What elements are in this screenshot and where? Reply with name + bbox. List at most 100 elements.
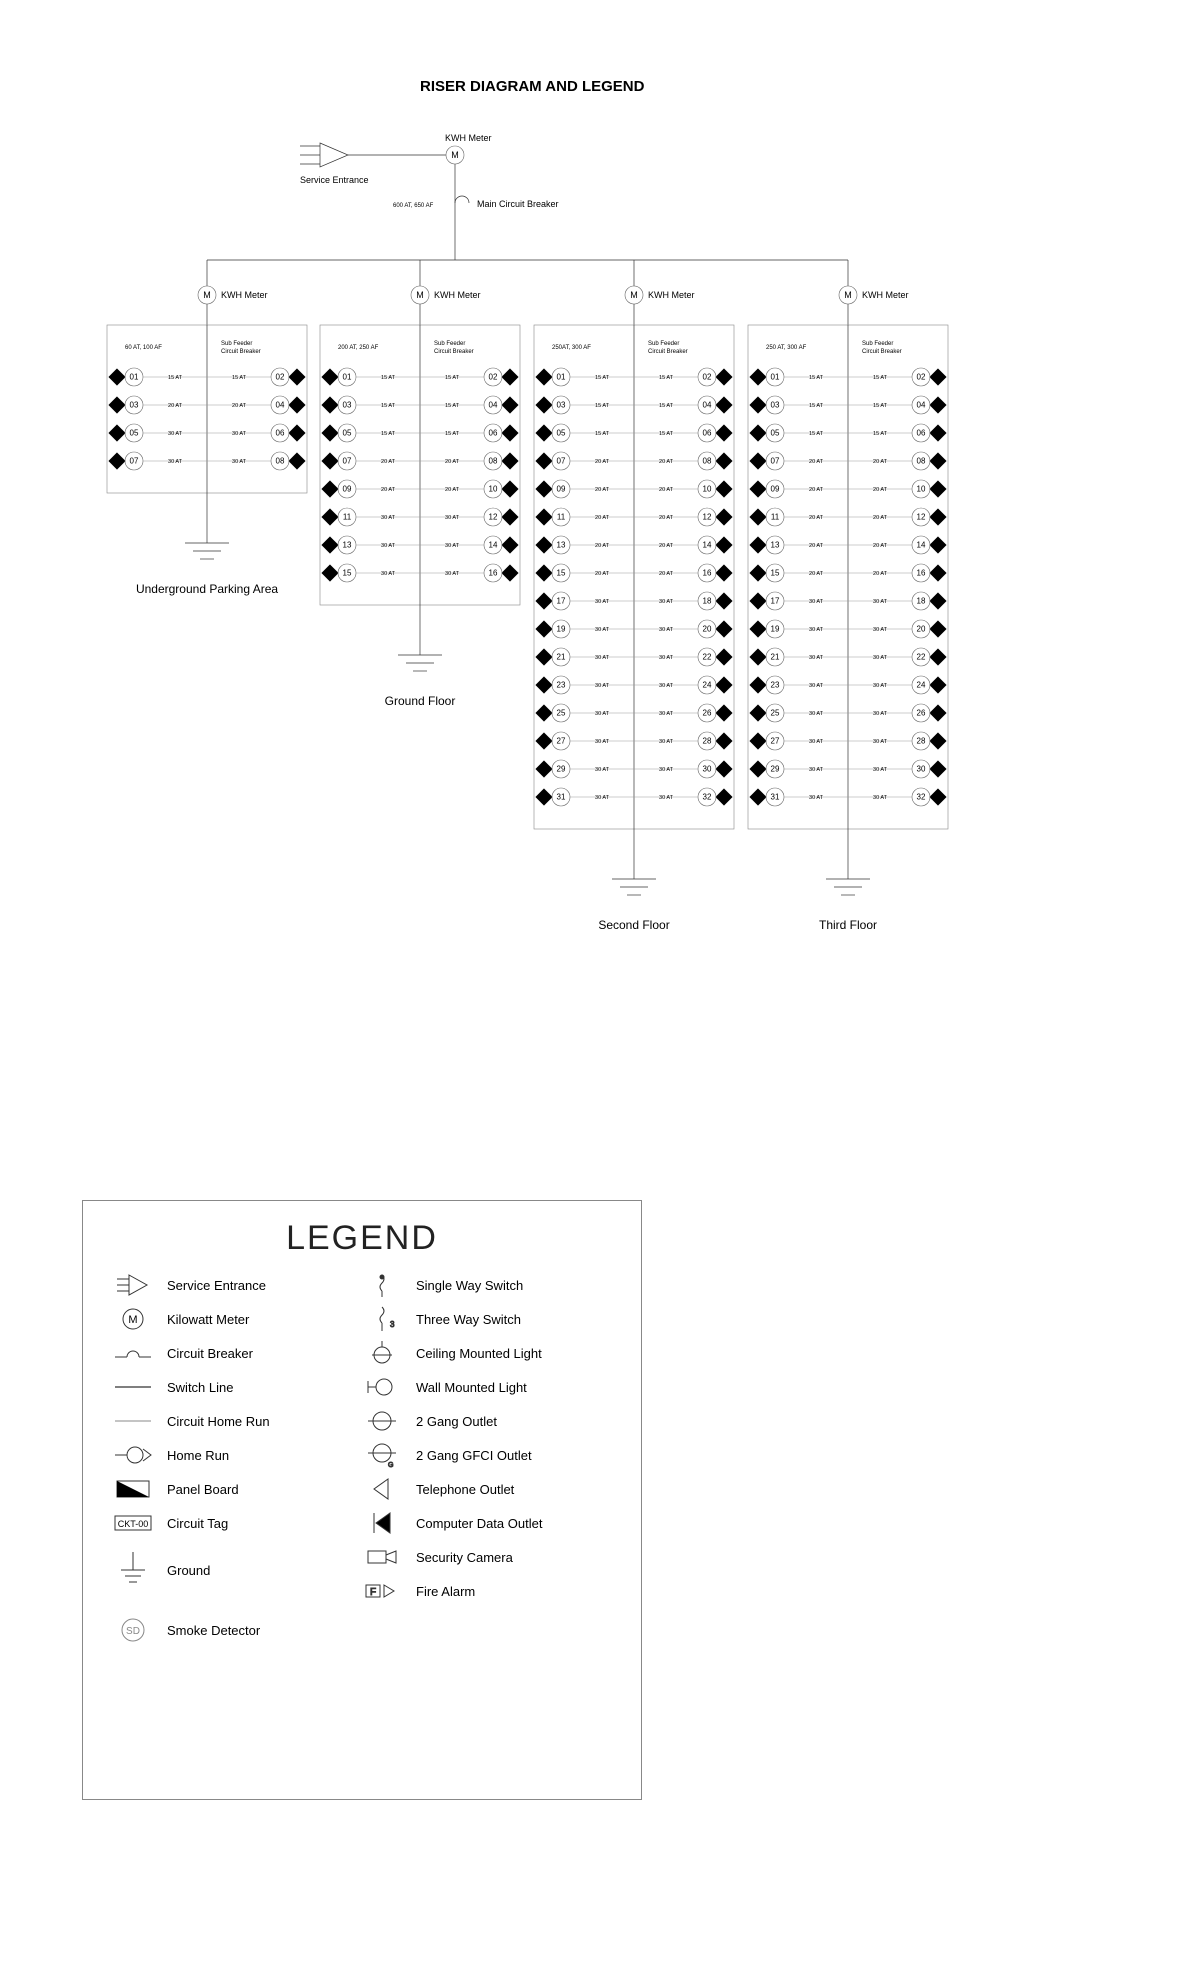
legend-item-home-run-line: Circuit Home Run [113, 1404, 362, 1438]
svg-text:20 AT: 20 AT [445, 459, 460, 465]
svg-text:19: 19 [557, 625, 566, 634]
svg-text:15 AT: 15 AT [809, 375, 824, 381]
svg-text:15 AT: 15 AT [381, 431, 396, 437]
svg-text:30 AT: 30 AT [809, 767, 824, 773]
svg-text:30 AT: 30 AT [873, 739, 888, 745]
svg-text:30 AT: 30 AT [595, 795, 610, 801]
svg-text:30 AT: 30 AT [659, 627, 674, 633]
legend-label: Single Way Switch [416, 1278, 523, 1293]
svg-text:08: 08 [917, 457, 926, 466]
svg-text:14: 14 [917, 541, 926, 550]
svg-text:30 AT: 30 AT [445, 515, 460, 521]
svg-text:06: 06 [276, 429, 285, 438]
svg-text:03: 03 [343, 401, 352, 410]
legend-label: Computer Data Outlet [416, 1516, 542, 1531]
svg-text:05: 05 [130, 429, 139, 438]
svg-text:30 AT: 30 AT [445, 543, 460, 549]
svg-text:Ground Floor: Ground Floor [385, 694, 456, 708]
svg-text:30 AT: 30 AT [659, 599, 674, 605]
svg-text:Main Circuit Breaker: Main Circuit Breaker [477, 199, 559, 209]
svg-text:26: 26 [917, 709, 926, 718]
svg-text:15 AT: 15 AT [873, 403, 888, 409]
svg-text:20 AT: 20 AT [232, 403, 247, 409]
svg-text:M: M [416, 290, 424, 300]
svg-text:15 AT: 15 AT [381, 375, 396, 381]
svg-text:30 AT: 30 AT [595, 683, 610, 689]
svg-text:30 AT: 30 AT [595, 711, 610, 717]
svg-text:08: 08 [703, 457, 712, 466]
svg-text:20 AT: 20 AT [595, 571, 610, 577]
svg-text:07: 07 [130, 457, 139, 466]
svg-text:03: 03 [557, 401, 566, 410]
svg-text:30 AT: 30 AT [659, 655, 674, 661]
svg-text:KWH Meter: KWH Meter [862, 290, 909, 300]
kilowatt-meter-icon: M [113, 1305, 153, 1333]
svg-text:15 AT: 15 AT [659, 431, 674, 437]
svg-text:KWH Meter: KWH Meter [648, 290, 695, 300]
svg-text:30 AT: 30 AT [809, 599, 824, 605]
svg-text:21: 21 [771, 653, 780, 662]
svg-text:27: 27 [771, 737, 780, 746]
legend-label: Ground [167, 1563, 210, 1578]
svg-text:KWH Meter: KWH Meter [221, 290, 268, 300]
svg-text:20 AT: 20 AT [381, 487, 396, 493]
legend-label: Ceiling Mounted Light [416, 1346, 542, 1361]
svg-text:30 AT: 30 AT [873, 627, 888, 633]
legend-label: Home Run [167, 1448, 229, 1463]
legend-item-circuit-breaker: Circuit Breaker [113, 1336, 362, 1370]
legend-item-single-way-switch: Single Way Switch [362, 1268, 611, 1302]
legend-item-ground: Ground [113, 1540, 362, 1600]
svg-text:30 AT: 30 AT [232, 431, 247, 437]
legend-item-security-camera: Security Camera [362, 1540, 611, 1574]
svg-text:30 AT: 30 AT [809, 655, 824, 661]
legend-item-two-gang-gfci: G2 Gang GFCI Outlet [362, 1438, 611, 1472]
svg-text:08: 08 [276, 457, 285, 466]
svg-text:32: 32 [917, 793, 926, 802]
legend-label: Security Camera [416, 1550, 513, 1565]
svg-text:15 AT: 15 AT [445, 431, 460, 437]
svg-text:15 AT: 15 AT [445, 403, 460, 409]
svg-text:20 AT: 20 AT [873, 487, 888, 493]
svg-text:M: M [451, 150, 459, 160]
legend-item-telephone-outlet: Telephone Outlet [362, 1472, 611, 1506]
legend-label: Kilowatt Meter [167, 1312, 249, 1327]
svg-text:30 AT: 30 AT [873, 655, 888, 661]
svg-text:01: 01 [771, 373, 780, 382]
svg-text:3: 3 [390, 1320, 395, 1329]
circuit-tag-icon: CKT-00 [113, 1509, 153, 1537]
legend-label: Wall Mounted Light [416, 1380, 527, 1395]
svg-text:26: 26 [703, 709, 712, 718]
svg-text:M: M [630, 290, 638, 300]
svg-text:Third Floor: Third Floor [819, 918, 877, 932]
svg-text:04: 04 [276, 401, 285, 410]
svg-text:20 AT: 20 AT [873, 543, 888, 549]
wall-light-icon [362, 1373, 402, 1401]
svg-text:Circuit Breaker: Circuit Breaker [221, 349, 261, 355]
switch-line-icon [113, 1373, 153, 1401]
svg-text:Sub Feeder: Sub Feeder [434, 341, 465, 347]
three-way-switch-icon: 3 [362, 1305, 402, 1333]
svg-text:Circuit Breaker: Circuit Breaker [434, 349, 474, 355]
svg-text:15 AT: 15 AT [659, 403, 674, 409]
svg-text:15 AT: 15 AT [232, 375, 247, 381]
svg-text:15 AT: 15 AT [595, 431, 610, 437]
svg-text:30 AT: 30 AT [659, 711, 674, 717]
svg-text:30 AT: 30 AT [659, 767, 674, 773]
svg-text:16: 16 [917, 569, 926, 578]
legend-label: Telephone Outlet [416, 1482, 514, 1497]
svg-text:24: 24 [703, 681, 712, 690]
svg-text:M: M [128, 1314, 137, 1326]
ground-icon [113, 1556, 153, 1584]
legend-label: Panel Board [167, 1482, 239, 1497]
svg-text:18: 18 [917, 597, 926, 606]
telephone-outlet-icon [362, 1475, 402, 1503]
legend-label: 2 Gang GFCI Outlet [416, 1448, 532, 1463]
svg-text:30 AT: 30 AT [381, 571, 396, 577]
svg-text:15 AT: 15 AT [595, 375, 610, 381]
svg-text:30 AT: 30 AT [809, 711, 824, 717]
svg-text:KWH Meter: KWH Meter [434, 290, 481, 300]
svg-text:30 AT: 30 AT [873, 795, 888, 801]
riser-diagram: Service EntranceMKWH Meter600 AT, 650 AF… [0, 0, 1200, 1200]
svg-text:16: 16 [489, 569, 498, 578]
svg-text:20 AT: 20 AT [659, 515, 674, 521]
